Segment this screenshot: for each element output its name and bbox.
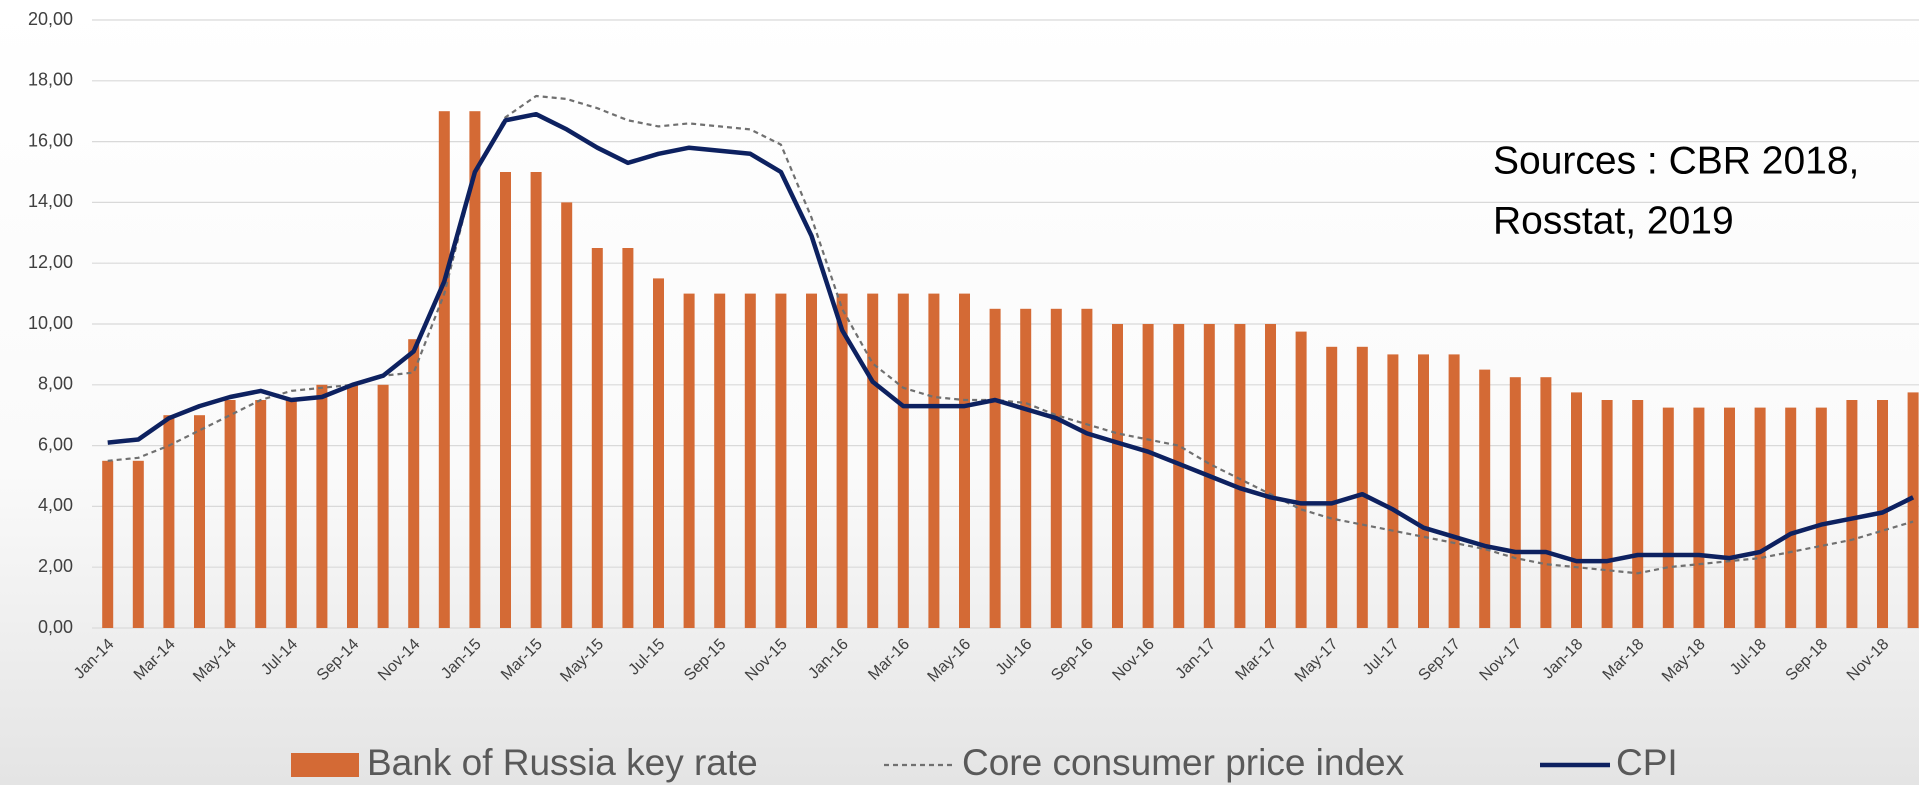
legend-label: Bank of Russia key rate	[367, 742, 758, 783]
bar	[806, 293, 817, 628]
y-tick-label: 16,00	[28, 130, 73, 150]
legend-label: CPI	[1616, 742, 1678, 783]
bar	[163, 415, 175, 628]
bar	[1907, 392, 1919, 628]
y-tick-label: 6,00	[38, 434, 73, 454]
bar	[469, 111, 481, 628]
bar	[622, 248, 634, 628]
bar	[1265, 324, 1276, 628]
y-tick-label: 2,00	[38, 556, 73, 576]
legend-label: Core consumer price index	[962, 742, 1405, 783]
bar	[1418, 354, 1429, 628]
bar	[408, 339, 420, 628]
bar	[959, 293, 970, 628]
bar	[1387, 354, 1399, 628]
bar	[285, 400, 297, 628]
bar	[530, 172, 542, 628]
bar	[347, 384, 358, 628]
bar	[683, 293, 695, 628]
bar	[1081, 308, 1093, 628]
y-tick-label: 20,00	[28, 9, 73, 29]
cpi-line	[107, 111, 1915, 564]
y-tick-label: 4,00	[38, 495, 73, 515]
bar	[1724, 407, 1735, 628]
bar	[897, 293, 909, 628]
bar	[1754, 407, 1766, 628]
bar	[1479, 369, 1491, 628]
bar	[591, 248, 603, 628]
bar	[1815, 407, 1827, 628]
bar	[1295, 331, 1307, 628]
annotation: Rosstat, 2019	[1493, 199, 1734, 242]
core-cpi-line	[107, 94, 1914, 575]
y-tick-label: 10,00	[28, 313, 73, 333]
bar	[1693, 407, 1705, 628]
bar	[500, 172, 511, 628]
bar	[836, 293, 848, 628]
y-tick-label: 14,00	[28, 191, 73, 211]
annotation: Sources : CBR 2018,	[1493, 139, 1859, 182]
bar	[1448, 354, 1460, 628]
bar	[653, 278, 664, 628]
bar	[1356, 346, 1368, 628]
bar	[1846, 400, 1858, 628]
bar	[1509, 377, 1521, 628]
bar	[561, 202, 573, 628]
bar	[438, 111, 450, 628]
bar	[132, 460, 144, 628]
bar	[1020, 308, 1032, 628]
bar	[928, 293, 940, 628]
bar	[1785, 407, 1797, 628]
bar	[1632, 400, 1644, 628]
y-tick-label: 18,00	[28, 70, 73, 90]
bar	[989, 308, 1001, 628]
bar	[1173, 324, 1185, 628]
bar	[224, 400, 236, 628]
bar	[1234, 324, 1246, 628]
bar	[1601, 400, 1613, 628]
bar	[775, 293, 787, 628]
bar	[255, 400, 267, 628]
bar	[1326, 346, 1338, 628]
bar	[377, 384, 389, 628]
y-tick-label: 8,00	[38, 374, 73, 394]
bar	[1662, 407, 1674, 628]
bar	[1540, 377, 1552, 628]
bar	[1571, 392, 1582, 628]
legend-swatch	[291, 753, 359, 777]
bar	[1050, 308, 1062, 628]
bar	[102, 460, 114, 628]
bar	[194, 415, 205, 628]
bar	[867, 293, 879, 628]
bar	[744, 293, 756, 628]
y-tick-label: 0,00	[38, 617, 73, 637]
bar	[1142, 324, 1154, 628]
y-tick-label: 12,00	[28, 252, 73, 272]
bar	[1112, 324, 1123, 628]
bar	[714, 293, 726, 628]
bar	[316, 384, 328, 628]
